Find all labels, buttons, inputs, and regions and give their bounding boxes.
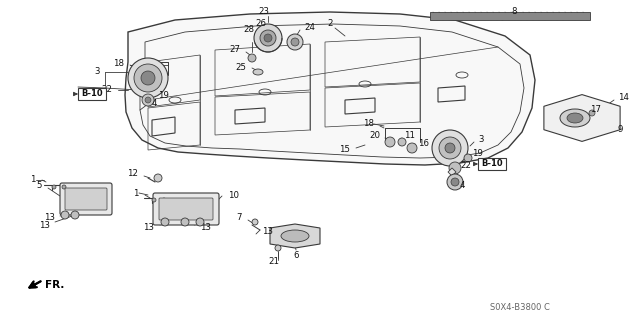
Circle shape (432, 130, 468, 166)
Circle shape (398, 138, 406, 146)
Text: 5: 5 (36, 182, 42, 190)
Text: 4: 4 (152, 100, 157, 108)
Circle shape (52, 185, 56, 189)
Text: B-10: B-10 (81, 90, 103, 99)
Text: 17: 17 (590, 106, 601, 115)
Text: 9: 9 (618, 125, 623, 135)
Text: 3: 3 (478, 136, 483, 145)
Circle shape (385, 137, 395, 147)
Text: 22: 22 (101, 85, 112, 94)
Text: 13: 13 (200, 222, 211, 232)
Text: 18: 18 (113, 58, 124, 68)
Text: 20: 20 (369, 131, 380, 140)
Text: 19: 19 (158, 92, 169, 100)
Circle shape (196, 218, 204, 226)
Circle shape (445, 143, 455, 153)
Circle shape (464, 154, 472, 162)
Circle shape (589, 110, 595, 116)
FancyBboxPatch shape (78, 88, 106, 100)
Circle shape (451, 178, 459, 186)
Text: 27: 27 (229, 46, 240, 55)
Text: 1: 1 (134, 189, 139, 197)
Circle shape (154, 174, 162, 182)
Text: S0X4-B3800 C: S0X4-B3800 C (490, 303, 550, 313)
Text: 7: 7 (237, 213, 242, 222)
Circle shape (275, 245, 281, 251)
FancyBboxPatch shape (65, 188, 107, 210)
Circle shape (449, 162, 461, 174)
Text: 24: 24 (304, 24, 315, 33)
Text: 23: 23 (259, 8, 269, 17)
Text: 10: 10 (228, 191, 239, 201)
Text: 6: 6 (293, 250, 299, 259)
Circle shape (162, 198, 166, 202)
Circle shape (181, 218, 189, 226)
Text: 21: 21 (269, 257, 280, 266)
Text: 12: 12 (127, 169, 138, 179)
Polygon shape (270, 224, 320, 248)
Circle shape (128, 58, 168, 98)
FancyBboxPatch shape (478, 158, 506, 170)
Circle shape (407, 143, 417, 153)
Text: FR.: FR. (45, 280, 65, 290)
Polygon shape (125, 12, 535, 165)
Text: 28: 28 (243, 26, 254, 34)
Circle shape (248, 54, 256, 62)
Text: 2: 2 (327, 19, 333, 28)
Circle shape (141, 71, 155, 85)
Polygon shape (448, 168, 456, 176)
Text: 16: 16 (418, 139, 429, 149)
Text: 13: 13 (39, 220, 50, 229)
Circle shape (260, 30, 276, 46)
Text: 8: 8 (511, 8, 516, 17)
Text: 14: 14 (618, 93, 629, 102)
Circle shape (134, 64, 162, 92)
Text: 13: 13 (44, 213, 55, 222)
FancyBboxPatch shape (60, 183, 112, 215)
Circle shape (62, 185, 66, 189)
FancyArrowPatch shape (29, 281, 40, 287)
Text: 22: 22 (460, 160, 471, 169)
Text: 18: 18 (363, 120, 374, 129)
Text: 1: 1 (31, 175, 36, 184)
Polygon shape (430, 12, 590, 20)
Circle shape (287, 34, 303, 50)
Ellipse shape (253, 69, 263, 75)
Circle shape (254, 24, 282, 52)
Text: 26: 26 (255, 19, 266, 28)
Circle shape (291, 38, 299, 46)
Circle shape (145, 97, 151, 103)
Circle shape (439, 137, 461, 159)
FancyBboxPatch shape (153, 193, 219, 225)
FancyBboxPatch shape (159, 198, 213, 220)
Circle shape (252, 219, 258, 225)
Text: 11: 11 (404, 131, 415, 140)
Text: 19: 19 (472, 150, 483, 159)
Circle shape (142, 94, 154, 106)
Text: B-10: B-10 (481, 160, 503, 168)
Circle shape (152, 198, 156, 202)
Text: 13: 13 (143, 222, 154, 232)
Text: 13: 13 (262, 227, 273, 236)
Text: 3: 3 (95, 68, 100, 77)
Ellipse shape (567, 113, 583, 123)
Circle shape (161, 218, 169, 226)
Text: 15: 15 (339, 145, 350, 154)
Ellipse shape (281, 230, 309, 242)
Circle shape (447, 174, 463, 190)
Ellipse shape (560, 109, 590, 127)
Circle shape (71, 211, 79, 219)
Circle shape (264, 34, 272, 42)
Text: 25: 25 (235, 63, 246, 72)
Text: 4: 4 (460, 182, 465, 190)
Circle shape (61, 211, 69, 219)
Polygon shape (544, 95, 620, 141)
